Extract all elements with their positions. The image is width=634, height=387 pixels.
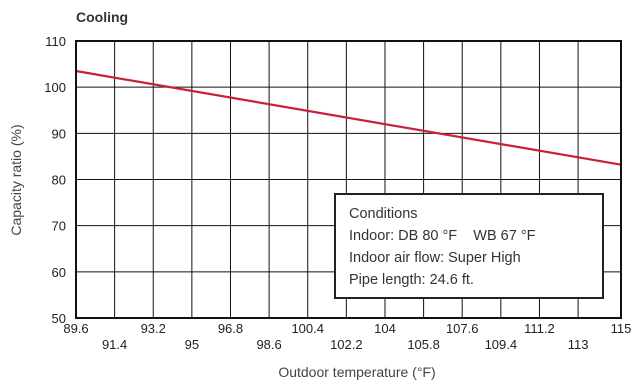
conditions-box: Conditions Indoor: DB 80 °F WB 67 °F Ind…: [334, 193, 604, 299]
x-tick-label-lower: 95: [185, 337, 199, 352]
x-tick-label-lower: 98.6: [256, 337, 281, 352]
y-tick-label: 100: [44, 80, 66, 95]
x-tick-label-upper: 96.8: [218, 321, 243, 336]
x-tick-label-upper: 100.4: [291, 321, 324, 336]
x-tick-label-lower: 105.8: [407, 337, 440, 352]
conditions-pipe-length: Pipe length: 24.6 ft.: [349, 272, 474, 288]
conditions-heading: Conditions: [349, 206, 418, 222]
capacity-ratio-line: [75, 69, 622, 166]
conditions-box-frame: [334, 193, 604, 299]
y-tick-label: 90: [52, 126, 66, 141]
y-tick-label: 60: [52, 265, 66, 280]
x-tick-label-lower: 109.4: [485, 337, 518, 352]
x-tick-label-lower: 113: [568, 337, 589, 352]
x-axis-label: Outdoor temperature (°F): [278, 364, 435, 380]
x-tick-label-upper: 111.2: [524, 321, 555, 336]
x-tick-label-upper: 104: [374, 321, 396, 336]
conditions-air-flow: Indoor air flow: Super High: [349, 250, 521, 266]
y-tick-labels: 50 60 70 80 90 100 110: [44, 34, 66, 326]
series-layer: [75, 69, 622, 166]
chart-title: Cooling: [76, 9, 128, 25]
y-tick-label: 70: [52, 219, 66, 234]
x-tick-label-lower: 91.4: [102, 337, 127, 352]
x-tick-label-upper: 93.2: [141, 321, 166, 336]
x-tick-label-lower: 102.2: [330, 337, 363, 352]
x-tick-label-upper: 115: [611, 321, 632, 336]
x-tick-label-upper: 107.6: [446, 321, 479, 336]
y-axis-label: Capacity ratio (%): [8, 124, 24, 235]
x-tick-label-upper: 89.6: [63, 321, 88, 336]
y-tick-label: 80: [52, 173, 66, 188]
conditions-indoor-temp: Indoor: DB 80 °F WB 67 °F: [349, 228, 536, 244]
y-tick-label: 110: [45, 34, 66, 49]
x-tick-labels: 89.6 91.4 93.2 95 96.8 98.6 100.4 102.2 104 105.8…: [63, 321, 631, 352]
plot-frame: [75, 40, 622, 319]
y-tick-label: 50: [52, 311, 66, 326]
